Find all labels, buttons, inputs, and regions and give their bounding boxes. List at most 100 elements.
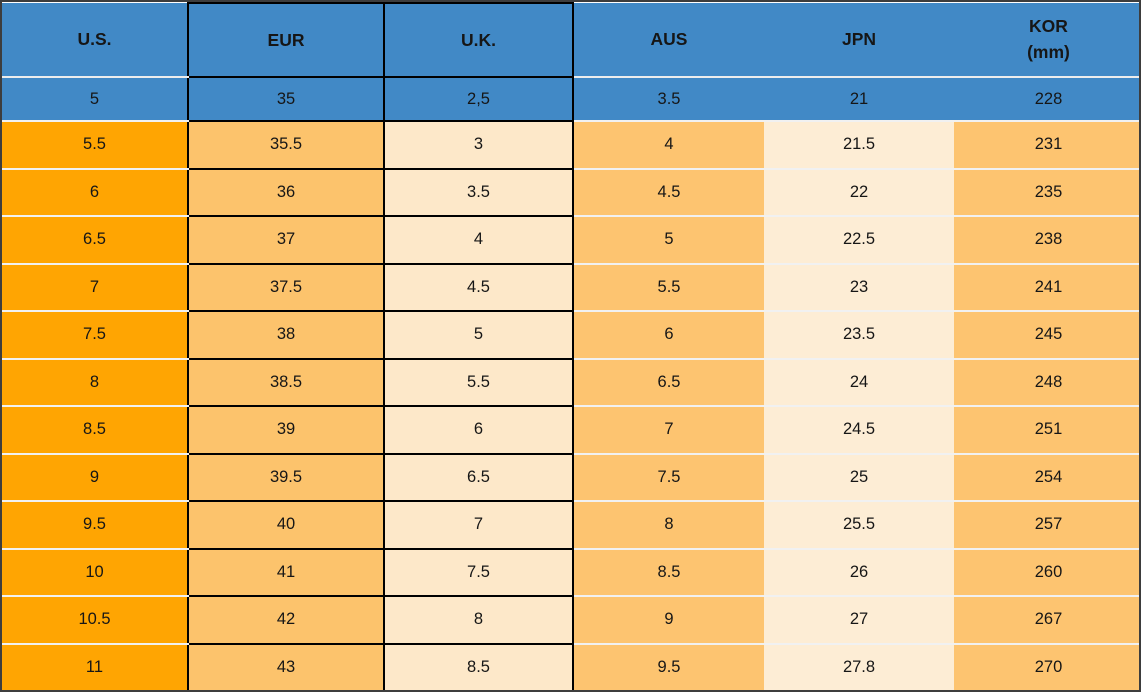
cell-uk: 5 xyxy=(383,310,574,360)
cell-eur: 39 xyxy=(187,405,385,455)
column-header-kor-label: KOR xyxy=(1029,16,1068,37)
cell-us: 8 xyxy=(2,358,188,407)
cell-jpn: 23 xyxy=(764,263,954,312)
cell-eur: 42 xyxy=(187,595,385,645)
cell-jpn: 26 xyxy=(764,548,954,597)
column-header-jpn: JPN xyxy=(764,3,954,78)
cell-us: 6.5 xyxy=(2,216,188,265)
cell-jpn: 27.8 xyxy=(764,643,954,690)
cell-jpn: 23.5 xyxy=(764,311,954,360)
cell-kor: 260 xyxy=(954,548,1139,597)
table-row: 6 36 3.5 4.5 22 235 xyxy=(2,167,1139,217)
cell-us: 6 xyxy=(2,168,188,217)
cell-jpn: 25.5 xyxy=(764,501,954,550)
cell-uk: 6.5 xyxy=(383,452,574,502)
table-row: 7.5 38 5 6 23.5 245 xyxy=(2,310,1139,360)
cell-uk: 4 xyxy=(383,215,574,265)
cell-us: 8.5 xyxy=(2,406,188,455)
cell-jpn: 25 xyxy=(764,453,954,502)
cell-jpn: 22.5 xyxy=(764,216,954,265)
table-row: 8 38.5 5.5 6.5 24 248 xyxy=(2,357,1139,407)
cell-kor: 267 xyxy=(954,596,1139,645)
table-row: 10 41 7.5 8.5 26 260 xyxy=(2,547,1139,597)
cell-eur: 38.5 xyxy=(187,357,385,407)
cell-eur: 36 xyxy=(187,167,385,217)
cell-aus: 5 xyxy=(573,216,764,265)
cell-us: 5.5 xyxy=(2,121,188,170)
cell-kor: 228 xyxy=(954,77,1139,122)
cell-jpn: 24 xyxy=(764,358,954,407)
cell-uk: 7 xyxy=(383,500,574,550)
cell-aus: 7.5 xyxy=(573,453,764,502)
column-header-aus: AUS xyxy=(573,3,764,78)
cell-kor: 245 xyxy=(954,311,1139,360)
cell-aus: 9.5 xyxy=(573,643,764,690)
cell-aus: 6.5 xyxy=(573,358,764,407)
cell-us: 9.5 xyxy=(2,501,188,550)
cell-uk: 5.5 xyxy=(383,357,574,407)
table-header: U.S. EUR U.K. AUS JPN KOR (mm) xyxy=(2,2,1139,78)
table-row: 9.5 40 7 8 25.5 257 xyxy=(2,500,1139,550)
cell-eur: 38 xyxy=(187,310,385,360)
cell-jpn: 21 xyxy=(764,77,954,122)
cell-uk: 2,5 xyxy=(383,76,574,122)
table-row: 8.5 39 6 7 24.5 251 xyxy=(2,405,1139,455)
cell-aus: 3.5 xyxy=(573,77,764,122)
cell-us: 7.5 xyxy=(2,311,188,360)
cell-aus: 4.5 xyxy=(573,168,764,217)
cell-uk: 8.5 xyxy=(383,642,574,690)
cell-aus: 8.5 xyxy=(573,548,764,597)
column-header-us: U.S. xyxy=(2,3,188,78)
cell-eur: 35.5 xyxy=(187,120,385,170)
cell-us: 10.5 xyxy=(2,596,188,645)
cell-eur: 41 xyxy=(187,547,385,597)
cell-us: 7 xyxy=(2,263,188,312)
column-header-uk: U.K. xyxy=(383,2,574,78)
cell-eur: 43 xyxy=(187,642,385,690)
cell-eur: 37.5 xyxy=(187,262,385,312)
cell-us: 5 xyxy=(2,77,188,122)
column-header-kor: KOR (mm) xyxy=(954,3,1139,78)
cell-uk: 8 xyxy=(383,595,574,645)
cell-kor: 235 xyxy=(954,168,1139,217)
cell-kor: 257 xyxy=(954,501,1139,550)
cell-eur: 37 xyxy=(187,215,385,265)
cell-jpn: 22 xyxy=(764,168,954,217)
cell-kor: 241 xyxy=(954,263,1139,312)
cell-us: 9 xyxy=(2,453,188,502)
cell-eur: 40 xyxy=(187,500,385,550)
cell-uk: 7.5 xyxy=(383,547,574,597)
cell-aus: 4 xyxy=(573,121,764,170)
cell-jpn: 24.5 xyxy=(764,406,954,455)
cell-uk: 4.5 xyxy=(383,262,574,312)
table-row: 6.5 37 4 5 22.5 238 xyxy=(2,215,1139,265)
cell-uk: 3 xyxy=(383,120,574,170)
cell-aus: 5.5 xyxy=(573,263,764,312)
cell-eur: 35 xyxy=(187,76,385,122)
cell-kor: 231 xyxy=(954,121,1139,170)
cell-aus: 7 xyxy=(573,406,764,455)
cell-kor: 248 xyxy=(954,358,1139,407)
cell-us: 11 xyxy=(2,643,188,690)
cell-aus: 9 xyxy=(573,596,764,645)
cell-aus: 8 xyxy=(573,501,764,550)
table-row: 5 35 2,5 3.5 21 228 xyxy=(2,76,1139,122)
cell-us: 10 xyxy=(2,548,188,597)
table-row: 5.5 35.5 3 4 21.5 231 xyxy=(2,120,1139,170)
header-row: U.S. EUR U.K. AUS JPN KOR (mm) xyxy=(2,2,1139,78)
table-row: 7 37.5 4.5 5.5 23 241 xyxy=(2,262,1139,312)
table-row: 9 39.5 6.5 7.5 25 254 xyxy=(2,452,1139,502)
cell-jpn: 21.5 xyxy=(764,121,954,170)
column-header-eur: EUR xyxy=(187,2,385,78)
cell-aus: 6 xyxy=(573,311,764,360)
cell-kor: 251 xyxy=(954,406,1139,455)
table-body: 5 35 2,5 3.5 21 228 5.5 35.5 3 4 21.5 231 6 36 3.5 4.5 2… xyxy=(2,76,1139,690)
cell-kor: 238 xyxy=(954,216,1139,265)
cell-kor: 254 xyxy=(954,453,1139,502)
column-header-kor-unit: (mm) xyxy=(1027,41,1070,62)
cell-eur: 39.5 xyxy=(187,452,385,502)
cell-uk: 6 xyxy=(383,405,574,455)
cell-kor: 270 xyxy=(954,643,1139,690)
